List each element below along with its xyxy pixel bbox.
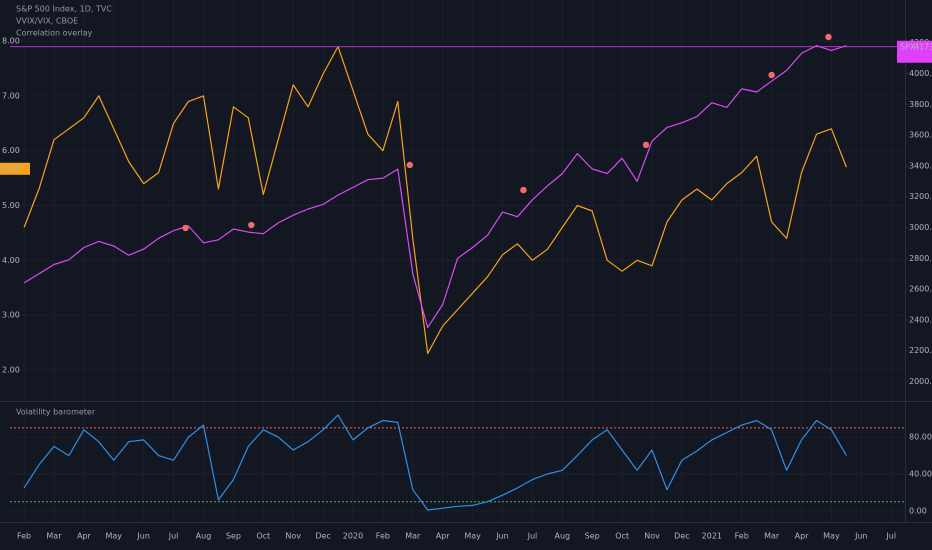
x-tick-label: Feb [735, 532, 749, 541]
x-tick-label: Mar [764, 532, 780, 541]
y-tick-label: 4.00 [2, 256, 20, 265]
correlation-dot [182, 224, 189, 232]
pane-subtitle: Correlation overlay [16, 29, 93, 38]
correlation-dot [520, 186, 527, 194]
y-tick-label: 5.00 [2, 201, 20, 210]
x-tick-label: Apr [77, 532, 92, 541]
x-tick-label: Sep [585, 532, 600, 541]
plot-area [10, 0, 905, 400]
x-tick-label: Mar [405, 532, 421, 541]
x-tick-label: Dec [315, 532, 330, 541]
x-tick-label: Nov [285, 532, 301, 541]
x-tick-label: Apr [795, 532, 810, 541]
price-label-value: 5.67 [2, 164, 20, 173]
pane-title: S&P 500 Index, 1D, TVC [16, 5, 112, 14]
y2-tick-label: 3400.00 [909, 161, 932, 170]
y-tick-label: 6.00 [2, 146, 20, 155]
x-tick-label: Oct [256, 532, 270, 541]
correlation-dot [248, 221, 255, 229]
x-tick-label: Feb [17, 532, 31, 541]
series-line [23, 46, 847, 354]
y2-tick-label: 2200.00 [909, 346, 932, 355]
y-tick-label: 7.00 [2, 91, 20, 100]
pane-subtitle: VVIX/VIX, CBOE [16, 17, 78, 26]
x-tick-label: Jul [168, 532, 179, 541]
plot-area [10, 403, 905, 522]
y2-tick-label: 2600.00 [909, 285, 932, 294]
price-label-box [897, 40, 932, 63]
y2-tick-label: 2800.00 [909, 254, 932, 263]
x-tick-label: Nov [644, 532, 660, 541]
series-line [23, 414, 847, 511]
y2-tick-label: 4000.00 [909, 69, 932, 78]
price-label-name: SPX [900, 42, 916, 51]
y-tick-label: 80.00 [909, 433, 932, 442]
x-tick-label: Apr [436, 532, 451, 541]
series-line [23, 45, 847, 329]
x-tick-label: Jul [885, 532, 896, 541]
x-tick-label: Aug [554, 532, 570, 541]
price-label-box [0, 162, 30, 175]
x-tick-label: Dec [674, 532, 689, 541]
y-tick-label: 2.00 [2, 365, 20, 374]
y2-tick-label: 3000.00 [909, 223, 932, 232]
x-tick-label: 2020 [343, 532, 363, 541]
x-tick-label: May [823, 532, 840, 541]
x-tick-label: Jul [527, 532, 538, 541]
y2-tick-label: 3200.00 [909, 192, 932, 201]
correlation-dot [768, 71, 775, 79]
x-tick-label: 2021 [702, 532, 722, 541]
y-tick-label: 3.00 [2, 311, 20, 320]
correlation-dot [825, 33, 832, 41]
correlation-dot [642, 141, 650, 149]
x-tick-label: Sep [226, 532, 241, 541]
x-tick-label: Jun [136, 532, 150, 541]
x-tick-label: Mar [46, 532, 62, 541]
x-tick-label: Jun [854, 532, 868, 541]
y2-tick-label: 3800.00 [909, 100, 932, 109]
price-label-value: 4173.4 [914, 42, 932, 51]
x-tick-label: May [105, 532, 122, 541]
y-tick-label: 8.00 [2, 37, 20, 46]
y2-tick-label: 2400.00 [909, 315, 932, 324]
x-tick-label: Jun [495, 532, 509, 541]
y2-tick-label: 2000.00 [909, 377, 932, 386]
x-tick-label: Oct [615, 532, 629, 541]
x-tick-label: May [464, 532, 481, 541]
correlation-dot [406, 161, 414, 169]
y-tick-label: 0.00 [909, 506, 927, 515]
x-tick-label: Aug [196, 532, 212, 541]
y2-tick-label: 3600.00 [909, 131, 932, 140]
pane-title: Volatility barometer [16, 408, 96, 417]
y-tick-label: 40.00 [909, 470, 932, 479]
x-tick-label: Feb [376, 532, 390, 541]
